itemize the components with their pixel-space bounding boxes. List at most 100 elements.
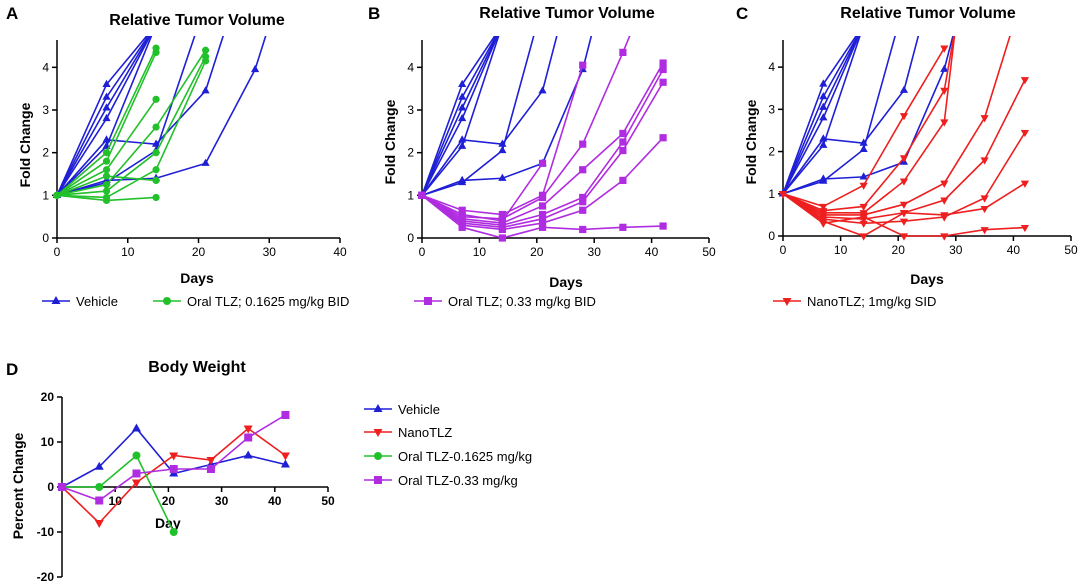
- panel-d-series-oral_high: [58, 411, 290, 505]
- series-line: [56, 60, 207, 199]
- data-point: [659, 78, 667, 86]
- data-point: [498, 145, 507, 154]
- data-point: [458, 210, 466, 219]
- data-point: [243, 425, 253, 434]
- panel-d-ytick-label: 10: [41, 435, 55, 449]
- data-point: [206, 465, 215, 473]
- data-point: [899, 201, 909, 209]
- data-point: [102, 79, 111, 87]
- panel-d-xtick-label: 40: [268, 494, 282, 508]
- panel-c-ytick-label: 4: [768, 60, 775, 74]
- data-point: [152, 123, 160, 131]
- panel-c-series-vehicle: [778, 36, 954, 197]
- data-point: [659, 65, 667, 74]
- data-point: [819, 92, 828, 100]
- data-point: [619, 176, 627, 184]
- data-point: [619, 138, 627, 146]
- data-point: [538, 219, 547, 227]
- data-point: [95, 496, 104, 505]
- data-point: [579, 225, 587, 234]
- data-point: [102, 166, 111, 174]
- data-point: [152, 149, 160, 157]
- data-point: [579, 61, 587, 69]
- data-point: [940, 87, 949, 95]
- panel-b-xtick-label: 40: [645, 245, 659, 259]
- panel-c-xtick-label: 0: [780, 243, 787, 257]
- data-point: [899, 178, 909, 186]
- data-point: [498, 217, 506, 225]
- panel-b-ytick-label: 3: [407, 103, 414, 117]
- legend-label: NanoTLZ: [398, 425, 452, 440]
- data-point: [281, 411, 290, 419]
- data-point: [859, 220, 868, 228]
- panel-a-xtick-label: 0: [54, 245, 61, 259]
- data-point: [102, 92, 111, 100]
- data-point: [619, 223, 627, 231]
- panel-d-ytick-label: 0: [47, 480, 54, 494]
- legend-top-item: Oral TLZ; 0.33 mg/kg BID: [414, 294, 596, 309]
- data-point: [899, 218, 909, 226]
- data-point: [1020, 180, 1030, 188]
- data-point: [152, 95, 160, 103]
- data-point: [659, 222, 667, 230]
- data-point: [538, 159, 547, 167]
- data-point: [940, 197, 949, 205]
- legend-d-item: NanoTLZ: [364, 425, 452, 440]
- data-point: [538, 193, 547, 202]
- data-point: [58, 483, 66, 491]
- panel-a-ytick-label: 3: [42, 103, 49, 117]
- data-point: [244, 433, 253, 442]
- data-point: [899, 155, 909, 163]
- data-point: [899, 210, 909, 218]
- data-point: [538, 202, 547, 210]
- panel-c-xtick-label: 50: [1064, 243, 1078, 257]
- data-point: [95, 483, 104, 491]
- legend-top-item: Oral TLZ; 0.1625 mg/kg BID: [153, 294, 349, 309]
- panel-a-letter: A: [6, 4, 18, 23]
- data-point: [980, 205, 989, 214]
- data-point: [819, 220, 828, 228]
- data-point: [899, 233, 909, 241]
- legend-marker: [374, 452, 382, 460]
- data-point: [102, 149, 111, 157]
- data-point: [659, 134, 667, 142]
- data-point: [819, 79, 828, 87]
- data-point: [579, 206, 587, 214]
- series-line: [56, 36, 196, 197]
- legend-d-item: Oral TLZ-0.33 mg/kg: [364, 473, 518, 488]
- data-point: [132, 469, 141, 478]
- panel-c-ytick-label: 2: [768, 145, 775, 159]
- panel-a-title: Relative Tumor Volume: [109, 12, 285, 29]
- legend-marker: [374, 476, 382, 484]
- panel-b-xtick-label: 10: [473, 245, 487, 259]
- panel-d-xtick-label: 20: [162, 494, 176, 508]
- series-line: [782, 36, 896, 195]
- series-line: [62, 454, 175, 533]
- data-point: [102, 172, 111, 180]
- panel-b-xtick-label: 20: [530, 245, 544, 259]
- panel-c-series-nano: [778, 36, 956, 218]
- data-point: [819, 113, 828, 121]
- data-point: [899, 113, 909, 121]
- legend-marker: [373, 429, 383, 437]
- legend-marker: [51, 296, 61, 304]
- data-point: [579, 166, 587, 174]
- panel-c-xlabel: Days: [910, 271, 944, 287]
- panel-c-series-nano: [778, 77, 1030, 224]
- data-point: [498, 173, 507, 181]
- panel-d-xlabel: Day: [155, 515, 181, 531]
- data-point: [940, 64, 949, 72]
- panel-c-xtick-label: 30: [949, 243, 963, 257]
- data-point: [132, 451, 141, 460]
- panel-a-series-oral_low: [53, 172, 160, 199]
- panel-c-series-nano: [778, 36, 1011, 220]
- data-point: [131, 479, 141, 488]
- panel-d-ytick-label: -10: [37, 525, 55, 539]
- data-point: [169, 528, 178, 536]
- data-point: [201, 57, 210, 65]
- panel-d-xtick-label: 30: [215, 494, 229, 508]
- data-point: [980, 157, 989, 165]
- legend-label: NanoTLZ; 1mg/kg SID: [807, 294, 936, 309]
- series-line: [421, 162, 544, 222]
- data-point: [458, 79, 467, 87]
